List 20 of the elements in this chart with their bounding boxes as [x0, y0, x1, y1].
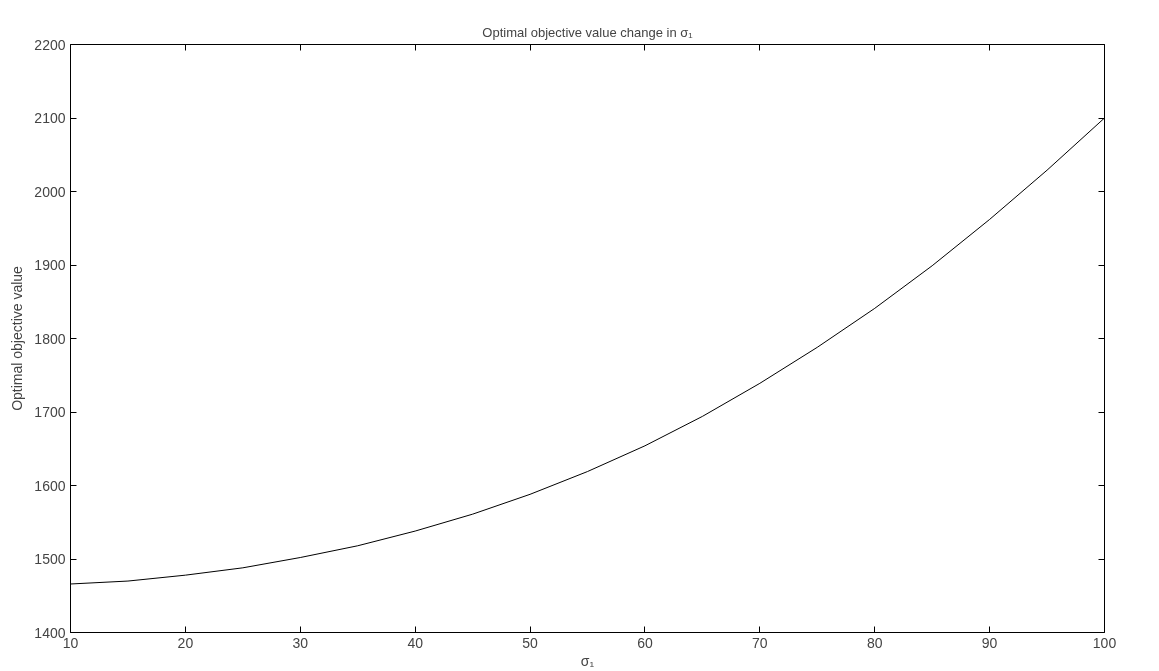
x-axis-title: σ₁: [580, 652, 595, 669]
chart-title: Optimal objective value change in σ₁: [482, 24, 694, 40]
x-tick-label: 60: [637, 634, 653, 651]
x-tick-label: 30: [292, 634, 309, 651]
y-tick-label: 1700: [34, 404, 66, 420]
x-tick-label: 50: [522, 634, 539, 651]
y-tick-label: 1500: [34, 551, 66, 567]
y-tick-label: 1600: [34, 477, 66, 494]
y-tick-label: 2200: [34, 36, 66, 53]
x-tick-label: 20: [177, 634, 194, 651]
y-tick-label: 2000: [34, 183, 66, 200]
y-tick-label: 1800: [34, 330, 66, 347]
x-tick-label: 70: [752, 634, 768, 651]
x-tick-label: 80: [866, 634, 883, 651]
x-tick-label: 100: [1092, 634, 1117, 651]
y-tick-label: 2100: [34, 110, 66, 126]
y-tick-label: 1900: [34, 257, 66, 273]
y-axis-title: Optimal objective value: [9, 265, 26, 411]
x-tick-label: 40: [407, 634, 424, 651]
x-tick-label: 90: [981, 634, 998, 651]
